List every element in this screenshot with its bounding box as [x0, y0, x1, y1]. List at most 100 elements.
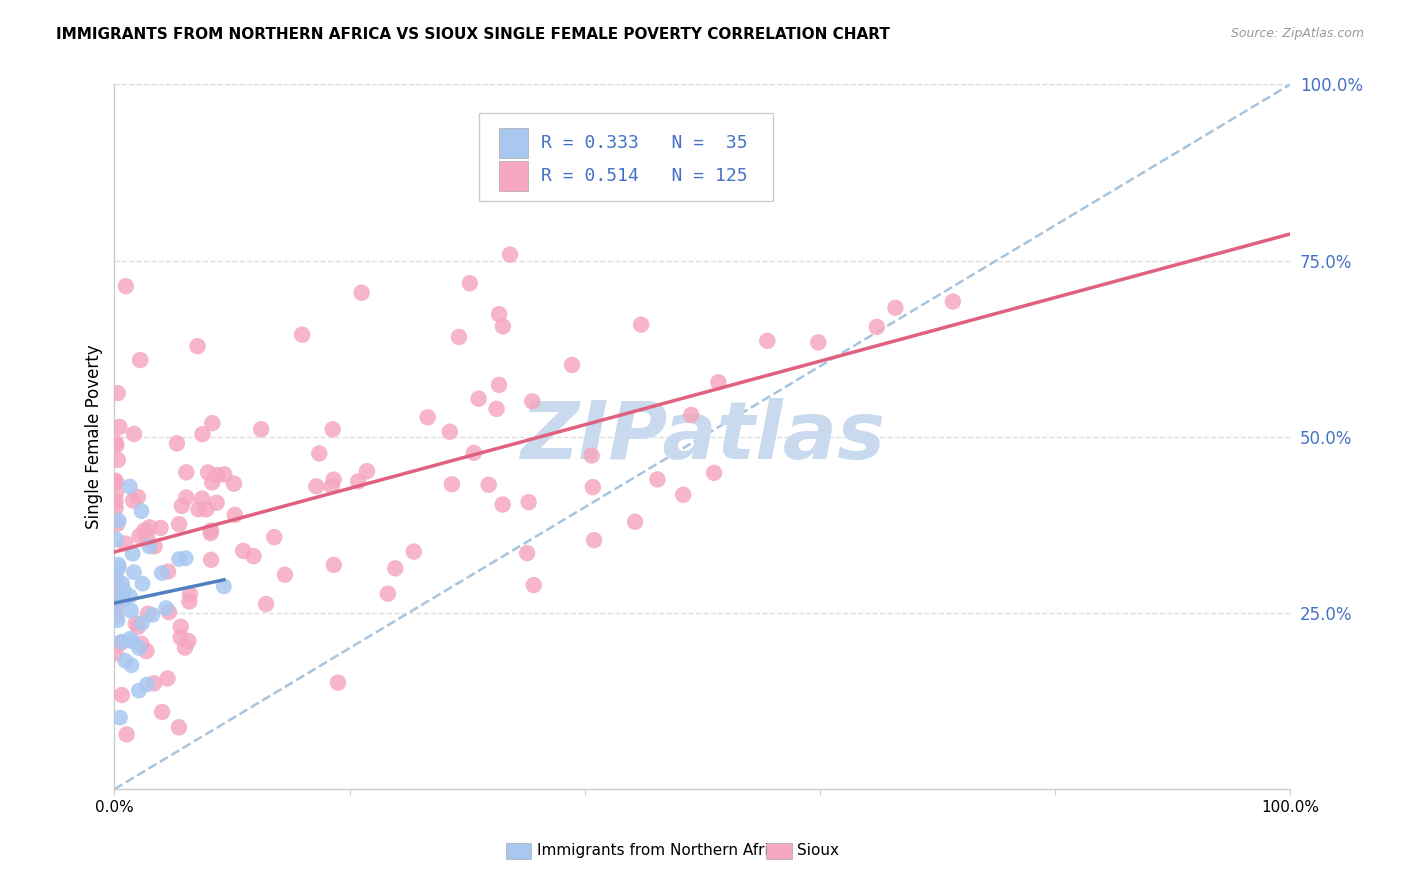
- Point: [205, 468, 228, 483]
- Point: [128, 529, 150, 543]
- Point: [104, 494, 127, 508]
- Point: [523, 578, 546, 592]
- Point: [212, 467, 235, 482]
- Point: [134, 524, 156, 538]
- Point: [114, 654, 136, 668]
- Point: [707, 376, 730, 390]
- Point: [107, 613, 129, 627]
- Point: [150, 566, 173, 580]
- Point: [756, 334, 779, 348]
- Point: [127, 620, 149, 634]
- Point: [118, 479, 141, 493]
- Point: [108, 587, 131, 601]
- Point: [439, 425, 461, 439]
- Point: [305, 479, 328, 493]
- Point: [129, 637, 152, 651]
- Point: [222, 476, 245, 491]
- Point: [136, 677, 159, 691]
- Point: [107, 453, 129, 467]
- Point: [105, 533, 128, 547]
- Point: [104, 604, 127, 618]
- Point: [157, 565, 180, 579]
- Point: [111, 576, 134, 591]
- Point: [186, 339, 208, 353]
- Point: [105, 485, 128, 500]
- Point: [200, 524, 222, 538]
- Point: [356, 464, 378, 478]
- Point: [156, 672, 179, 686]
- Point: [167, 517, 190, 532]
- Point: [150, 705, 173, 719]
- Point: [488, 307, 510, 321]
- Point: [174, 640, 197, 655]
- Point: [866, 319, 889, 334]
- Point: [166, 436, 188, 450]
- Point: [131, 504, 153, 518]
- Point: [250, 422, 273, 436]
- Point: [522, 394, 544, 409]
- Point: [478, 477, 501, 491]
- Point: [672, 488, 695, 502]
- Point: [107, 514, 129, 528]
- Text: R = 0.333   N =  35: R = 0.333 N = 35: [541, 134, 748, 152]
- Point: [807, 335, 830, 350]
- Point: [485, 401, 508, 416]
- Point: [105, 438, 128, 452]
- Point: [170, 631, 193, 645]
- Point: [561, 358, 583, 372]
- Point: [107, 558, 129, 572]
- Point: [384, 561, 406, 575]
- Point: [447, 330, 470, 344]
- Point: [170, 620, 193, 634]
- Point: [187, 502, 209, 516]
- Point: [624, 515, 647, 529]
- Point: [191, 491, 214, 506]
- Point: [583, 533, 606, 548]
- Point: [121, 547, 143, 561]
- Text: Immigrants from Northern Africa: Immigrants from Northern Africa: [537, 844, 787, 858]
- Point: [167, 552, 190, 566]
- Point: [224, 508, 246, 522]
- Point: [111, 688, 134, 702]
- Point: [291, 327, 314, 342]
- Point: [121, 634, 143, 648]
- Point: [884, 301, 907, 315]
- Point: [122, 493, 145, 508]
- Text: ZIPatlas: ZIPatlas: [520, 398, 884, 475]
- Point: [191, 427, 214, 442]
- Point: [681, 408, 703, 422]
- Point: [131, 615, 153, 630]
- Point: [104, 475, 127, 490]
- Point: [492, 498, 515, 512]
- Text: Sioux: Sioux: [797, 844, 839, 858]
- Point: [138, 520, 160, 534]
- Point: [201, 475, 224, 490]
- Point: [105, 516, 128, 531]
- Point: [104, 474, 127, 488]
- Point: [174, 551, 197, 566]
- Point: [197, 466, 219, 480]
- Point: [179, 587, 201, 601]
- Point: [177, 634, 200, 648]
- Point: [155, 601, 177, 615]
- Point: [135, 644, 157, 658]
- Point: [174, 465, 197, 479]
- Point: [110, 635, 132, 649]
- Point: [105, 580, 128, 594]
- Point: [440, 477, 463, 491]
- Point: [167, 720, 190, 734]
- Point: [350, 285, 373, 300]
- Point: [108, 420, 131, 434]
- Point: [114, 279, 136, 293]
- Point: [127, 490, 149, 504]
- Point: [582, 480, 605, 494]
- Point: [195, 502, 218, 516]
- Point: [122, 426, 145, 441]
- Point: [138, 540, 160, 554]
- Point: [308, 446, 330, 460]
- Point: [107, 560, 129, 574]
- Point: [212, 579, 235, 593]
- Point: [263, 530, 285, 544]
- Point: [129, 353, 152, 368]
- Point: [321, 479, 343, 493]
